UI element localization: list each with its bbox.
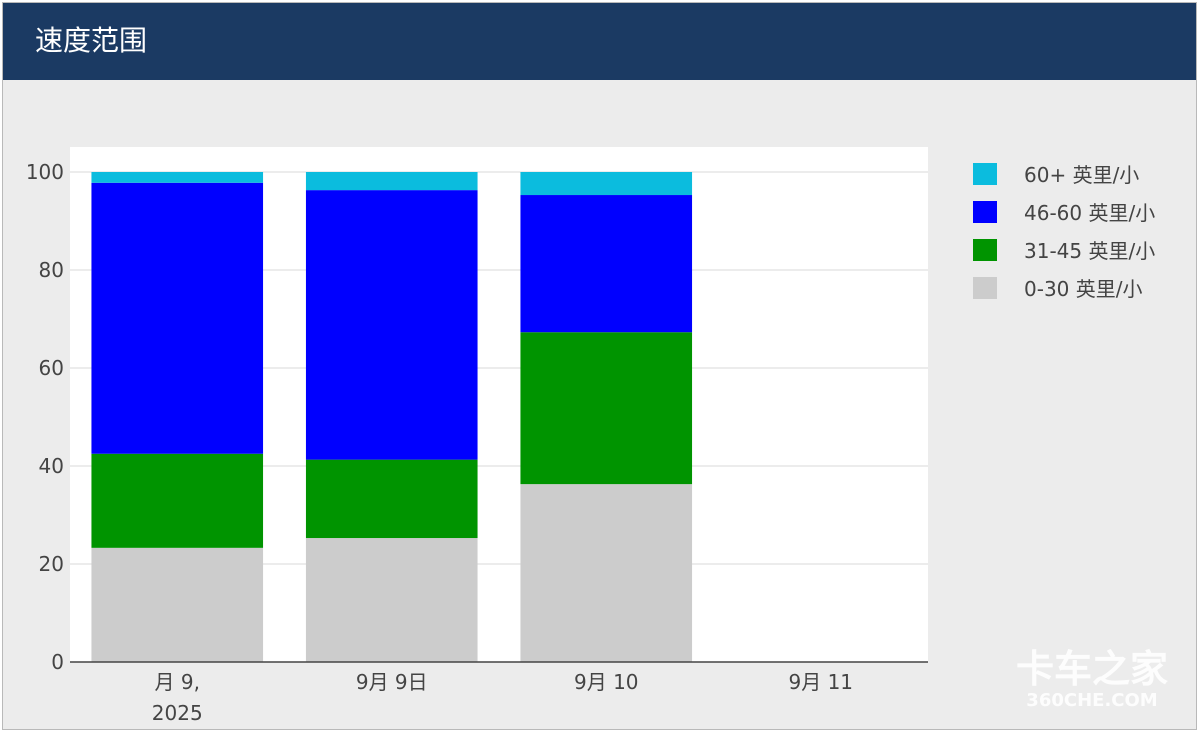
watermark-url-text: 360CHE.COM — [1026, 690, 1157, 711]
x-tick-label: 9月 11 — [788, 670, 853, 694]
y-axis-ticks: 0 20 40 60 80 100 — [26, 160, 64, 674]
bar-segment[interactable] — [91, 547, 264, 662]
bar-segment[interactable] — [305, 459, 478, 539]
x-tick-label: 2025 — [152, 701, 203, 725]
bar-segment[interactable] — [305, 538, 478, 662]
x-tick-label: 9月 10 — [574, 670, 639, 694]
watermark-logo-text: 卡车之家 — [1016, 647, 1168, 691]
y-tick-label: 80 — [39, 258, 64, 282]
legend-label[interactable]: 0-30 英里/小 — [1024, 277, 1143, 301]
legend-swatch[interactable] — [973, 201, 997, 223]
y-tick-label: 100 — [26, 160, 64, 184]
panel-title: 速度范围 — [35, 24, 148, 57]
bar-segment[interactable] — [91, 453, 264, 548]
legend-swatch[interactable] — [973, 239, 997, 261]
bar-segment[interactable] — [520, 484, 693, 662]
bar-segment[interactable] — [305, 172, 478, 191]
x-tick-label: 9月 9日 — [356, 670, 428, 694]
bar-segment[interactable] — [520, 332, 693, 485]
bar-segment[interactable] — [520, 195, 693, 333]
x-axis-ticks: 月 9, 2025 9月 9日 9月 10 9月 11 — [152, 670, 853, 725]
bars — [91, 172, 693, 662]
legend-label[interactable]: 60+ 英里/小 — [1024, 163, 1139, 187]
legend-swatch[interactable] — [973, 163, 997, 185]
y-tick-label: 40 — [39, 454, 64, 478]
y-tick-label: 0 — [51, 650, 64, 674]
watermark: 卡车之家 360CHE.COM — [1016, 647, 1168, 711]
y-tick-label: 20 — [39, 552, 64, 576]
x-tick-label: 月 9, — [155, 670, 200, 694]
legend-swatch[interactable] — [973, 277, 997, 299]
bar-segment[interactable] — [91, 172, 264, 183]
legend-label[interactable]: 46-60 英里/小 — [1024, 201, 1155, 225]
legend-label[interactable]: 31-45 英里/小 — [1024, 239, 1155, 263]
y-tick-label: 60 — [39, 356, 64, 380]
bar-segment[interactable] — [520, 172, 693, 196]
panel-header: 速度范围 — [3, 3, 1196, 80]
legend: 60+ 英里/小 46-60 英里/小 31-45 英里/小 0-30 英里/小 — [973, 163, 1155, 301]
bar-segment[interactable] — [91, 182, 264, 454]
bar-segment[interactable] — [305, 190, 478, 460]
